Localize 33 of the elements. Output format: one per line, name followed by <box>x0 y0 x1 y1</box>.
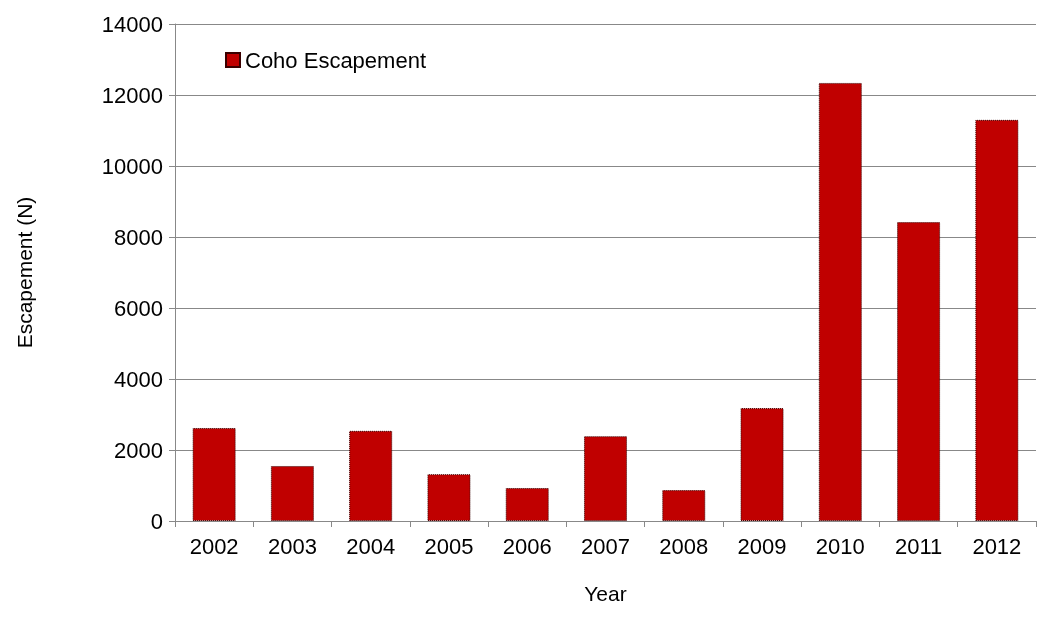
y-tick-label: 6000 <box>114 295 163 321</box>
y-tick-label: 14000 <box>101 11 163 37</box>
bar <box>427 474 471 521</box>
y-tick-label: 0 <box>150 508 163 534</box>
bar <box>975 119 1019 521</box>
bar <box>270 465 314 521</box>
x-tick-label: 2008 <box>659 533 709 559</box>
bar <box>897 222 941 521</box>
y-axis-title: Escapement (N) <box>13 196 36 349</box>
bar <box>192 427 236 521</box>
y-tick-label: 2000 <box>114 437 163 463</box>
y-tick-label: 8000 <box>114 224 163 250</box>
bar <box>740 408 784 521</box>
x-tick-label: 2004 <box>346 533 396 559</box>
bar <box>818 82 862 521</box>
legend-label: Coho Escapement <box>245 47 426 73</box>
x-tick-label: 2010 <box>815 533 865 559</box>
x-tick-label: 2009 <box>737 533 787 559</box>
bar <box>349 430 393 521</box>
x-axis-title: Year <box>584 582 627 605</box>
bar <box>505 487 549 521</box>
y-tick-label: 10000 <box>101 153 163 179</box>
x-tick-label: 2002 <box>189 533 239 559</box>
y-tick-label: 4000 <box>114 366 163 392</box>
bar <box>583 436 628 521</box>
x-tick-label: 2012 <box>972 533 1022 559</box>
y-tick-label: 12000 <box>101 82 163 108</box>
x-tick-label: 2006 <box>502 533 552 559</box>
x-tick-label: 2011 <box>894 533 943 559</box>
bar <box>662 490 706 521</box>
x-tick-label: 2003 <box>267 533 317 559</box>
x-tick-label: 2005 <box>424 533 474 559</box>
x-tick-label: 2007 <box>581 533 630 559</box>
